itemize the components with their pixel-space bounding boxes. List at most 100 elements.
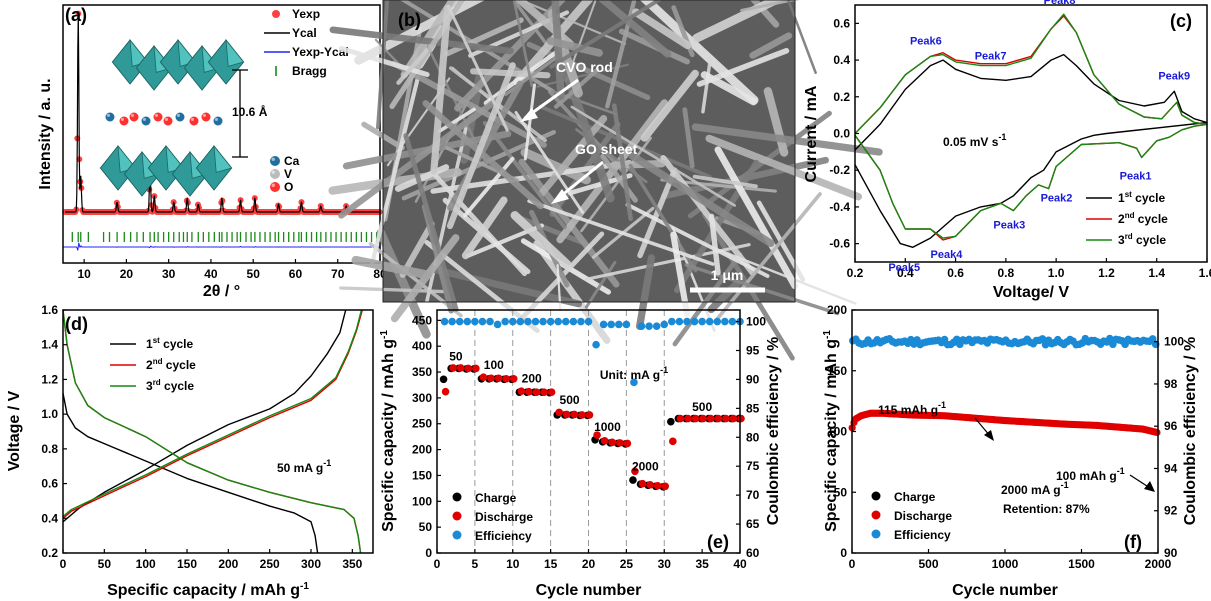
panel-d-x-label: 100 — [136, 557, 156, 571]
sem-rod — [538, 104, 712, 179]
discharge-point — [547, 388, 556, 397]
panel-e-y-label: 400 — [412, 339, 432, 353]
efficiency-point — [690, 317, 699, 326]
panel-f-xlabel: Cycle number — [952, 582, 1058, 599]
panel-c-x-label: 1.6 — [1199, 266, 1211, 280]
ion-ball-highlight — [176, 113, 180, 118]
sem-rod — [517, 0, 626, 45]
cv-curve-3 — [854, 13, 1208, 239]
sem-rod — [551, 0, 565, 100]
sem-rod — [400, 0, 457, 79]
discharge-point — [479, 373, 488, 382]
sem-rod — [463, 156, 515, 218]
current-density-label: 50 mA g-1 — [277, 458, 331, 475]
ion-ball — [129, 112, 139, 122]
sem-rod — [687, 110, 832, 219]
panel-f-x-label: 0 — [849, 557, 856, 571]
efficiency-point — [524, 317, 532, 326]
cvo-rod-arrowhead — [520, 108, 538, 122]
discharge-point — [555, 408, 563, 417]
peak-capacity-arrowhead — [984, 430, 994, 441]
efficiency-point — [728, 317, 737, 326]
panel-d-y-label: 0.2 — [41, 546, 58, 560]
sem-rod — [338, 46, 430, 78]
legend-rate-label-1: Discharge — [475, 510, 533, 524]
panel-e-y-label: 450 — [412, 313, 432, 327]
discharge-point — [532, 388, 541, 397]
legend-v: V — [284, 167, 292, 181]
discharge-point — [616, 439, 624, 447]
sem-rod — [605, 0, 637, 109]
panel-e-x-label: 35 — [695, 557, 709, 571]
sem-rod — [640, 69, 699, 142]
discharge-point — [676, 414, 685, 423]
panel-e-y-label: 0 — [425, 546, 432, 560]
panel-f-yr-label: 96 — [1164, 419, 1178, 433]
sem-rod — [716, 248, 857, 305]
panel-e-yr-label: 85 — [746, 401, 760, 415]
sem-rod — [714, 192, 822, 322]
sem-rod — [639, 0, 759, 105]
panel-c-y-label: 0.2 — [833, 90, 850, 104]
discharge-point — [540, 388, 548, 397]
discharge-point — [691, 414, 700, 423]
discharge-point — [441, 387, 450, 396]
panel-e-yr-label: 80 — [746, 430, 760, 444]
sem-rod — [422, 100, 544, 210]
panel-d-x-label: 50 — [98, 557, 112, 571]
efficiency-point — [705, 317, 714, 326]
panel-c-x-label: 1.0 — [1048, 266, 1065, 280]
peak-label-8: Peak8 — [1044, 0, 1076, 7]
sem-rod — [625, 202, 770, 278]
efficiency-point — [637, 322, 646, 331]
panel-f-ylabel-right: Coulombic efficiency / % — [1182, 337, 1199, 525]
sem-rod — [635, 254, 656, 331]
sem-rod — [396, 49, 429, 85]
panel-c-tag: (c) — [1170, 11, 1192, 31]
legend-cycle-label-1: Discharge — [894, 509, 952, 523]
gcd-discharge-3 — [62, 309, 362, 554]
sem-rod — [692, 0, 786, 43]
sem-rod — [394, 164, 450, 192]
panel-d-xlabel: Specific capacity / mAh g-1 — [107, 581, 309, 599]
discharge-point — [562, 410, 571, 419]
discharge-point — [517, 387, 526, 395]
discharge-point — [653, 481, 662, 490]
sem-rod — [533, 240, 611, 344]
efficiency-point — [1106, 334, 1114, 343]
rate-label-3: 200 — [522, 371, 542, 385]
panel-d-x-label: 200 — [218, 557, 238, 571]
efficiency-point — [645, 322, 653, 331]
ion-ball — [201, 112, 211, 122]
sem-rod — [512, 0, 534, 88]
panel-e-yr-label: 100 — [746, 315, 766, 329]
scan-rate-label: 0.05 mV s-1 — [943, 132, 1006, 149]
panel-e-y-label: 100 — [412, 494, 432, 508]
ion-ball-highlight — [142, 117, 146, 122]
panel-f-yr-label: 100 — [1164, 335, 1184, 349]
panel-e-y-label: 350 — [412, 365, 432, 379]
panel-d-y-label: 0.6 — [41, 477, 58, 491]
cv-curve-1 — [854, 53, 1208, 249]
discharge-point — [593, 431, 601, 439]
discharge-point — [669, 437, 677, 446]
ion-ball-highlight — [154, 113, 158, 118]
panel-d-tag: (d) — [65, 314, 88, 334]
charge-point — [439, 375, 448, 384]
discharge-point — [570, 410, 579, 419]
legend-v-ball-highlight — [271, 170, 275, 174]
unit-label: Unit: mA g-1 — [600, 365, 668, 382]
panel-f-x-label: 500 — [918, 557, 938, 571]
legend-cycle-marker-2 — [871, 529, 881, 539]
sem-rod — [549, 0, 663, 69]
rate-label-6: 2000 — [632, 459, 659, 473]
peak-label-6: Peak6 — [910, 36, 942, 48]
panel-e-x-label: 10 — [506, 557, 520, 571]
sem-rod — [612, 103, 633, 222]
panel-e-ylabel-right: Coulombic efficiency / % — [765, 337, 782, 525]
discharge-point — [646, 480, 654, 489]
cvo-rod-label: CVO rod — [556, 59, 613, 75]
sem-rod — [339, 286, 445, 294]
panel-c-y-label: 0.6 — [833, 16, 850, 30]
panel-a-xlabel: 2θ / ° — [203, 283, 240, 300]
